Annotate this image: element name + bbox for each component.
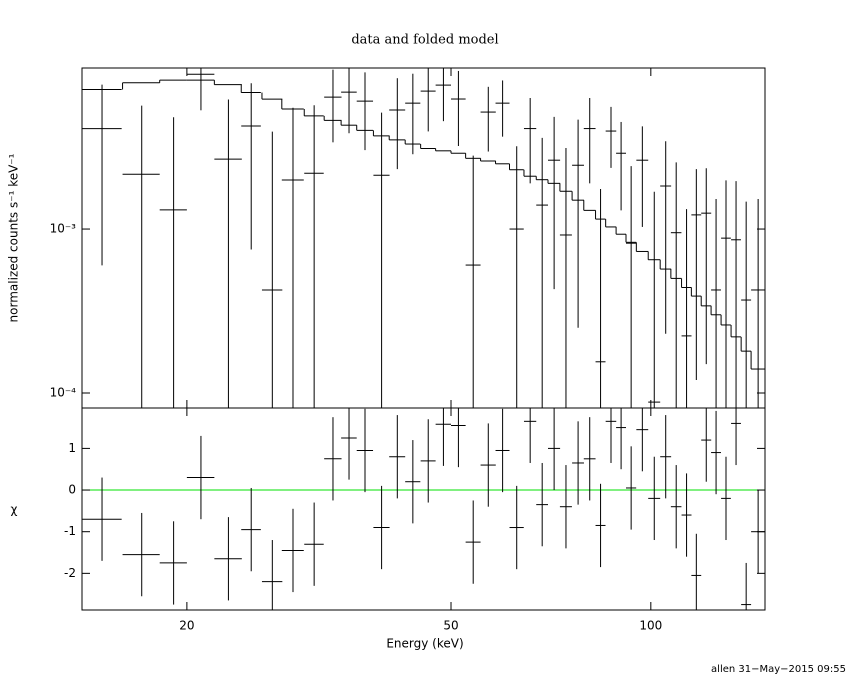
footer: allen 31−May−2015 09:55 [711,664,846,675]
y-tick-label: 10⁻⁴ [50,385,77,399]
y-tick-label: 10⁻³ [50,222,77,236]
y-tick-label: 1 [68,441,76,455]
y-tick-label: -1 [64,524,76,538]
bottom-plot [82,408,765,610]
y-tick-label: 0 [68,483,76,497]
x-axis-label: Energy (keV) [386,637,463,651]
x-tick-label: 100 [639,619,662,633]
x-tick-label: 50 [443,619,458,633]
top-plot [82,68,765,408]
x-tick-label: 20 [179,619,194,633]
chart-title: data and folded model [351,33,498,48]
y-axis-label: normalized counts s⁻¹ keV⁻¹ [7,153,21,322]
plot-frame [81,67,766,409]
y-tick-label: -2 [64,566,76,580]
y-axis-label: χ [11,503,18,517]
plot-frame [81,407,766,611]
